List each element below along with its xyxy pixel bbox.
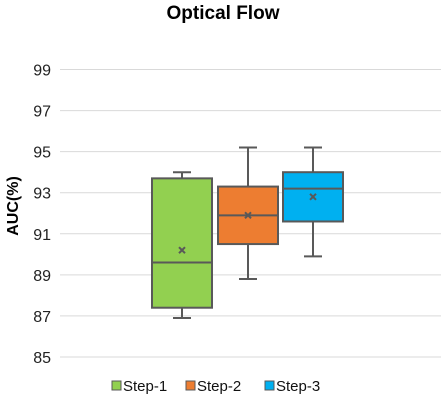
legend-item-step-1: Step-1 (111, 378, 167, 395)
legend-swatch (264, 380, 275, 391)
box-step-2 (217, 146, 279, 280)
mean-marker (178, 246, 186, 254)
legend-item-step-3: Step-3 (264, 378, 320, 395)
legend-item-step-2: Step-2 (185, 378, 241, 395)
legend-swatch (185, 380, 196, 391)
y-tick-label: 87 (33, 309, 51, 326)
y-tick-label: 95 (33, 145, 51, 162)
y-tick-label: 89 (33, 268, 51, 285)
y-tick-labels: 85 87 89 91 93 95 97 99 (33, 63, 51, 367)
legend: Step-1 Step-2 Step-3 (111, 378, 320, 395)
legend-label: Step-3 (276, 378, 320, 395)
mean-marker-stroke (178, 246, 186, 254)
y-axis-label: AUC(%) (5, 176, 22, 236)
y-tick-label: 97 (33, 104, 51, 121)
legend-label: Step-2 (197, 378, 241, 395)
mean-marker-stroke (309, 193, 317, 201)
legend-swatch (111, 380, 122, 391)
y-tick-label: 93 (33, 186, 51, 203)
box-iqr (282, 171, 344, 223)
chart-title: Optical Flow (167, 3, 280, 24)
legend-label: Step-1 (123, 378, 167, 395)
box-step-1 (151, 171, 213, 319)
y-tick-label: 85 (33, 350, 51, 367)
y-tick-label: 99 (33, 63, 51, 80)
mean-marker (309, 193, 317, 201)
box-iqr (151, 177, 213, 309)
box-step-3 (282, 146, 344, 258)
mean-marker (244, 211, 252, 220)
mean-marker-stroke (244, 211, 252, 220)
y-tick-label: 91 (33, 227, 51, 244)
box-series (151, 146, 344, 319)
